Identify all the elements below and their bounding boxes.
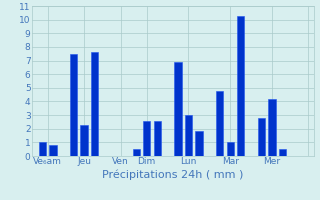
Bar (91, 52, 98, 156)
X-axis label: Précipitations 24h ( mm ): Précipitations 24h ( mm ) (102, 169, 244, 180)
Bar (279, 149, 286, 156)
Bar (174, 62, 182, 156)
Bar (70, 54, 77, 156)
Bar (268, 99, 276, 156)
Bar (81, 125, 88, 156)
Bar (237, 16, 244, 156)
Bar (143, 121, 150, 156)
Bar (216, 91, 223, 156)
Bar (39, 142, 46, 156)
Bar (185, 115, 192, 156)
Bar (227, 142, 234, 156)
Bar (133, 149, 140, 156)
Bar (195, 131, 203, 156)
Bar (154, 121, 161, 156)
Bar (258, 118, 265, 156)
Bar (49, 145, 57, 156)
